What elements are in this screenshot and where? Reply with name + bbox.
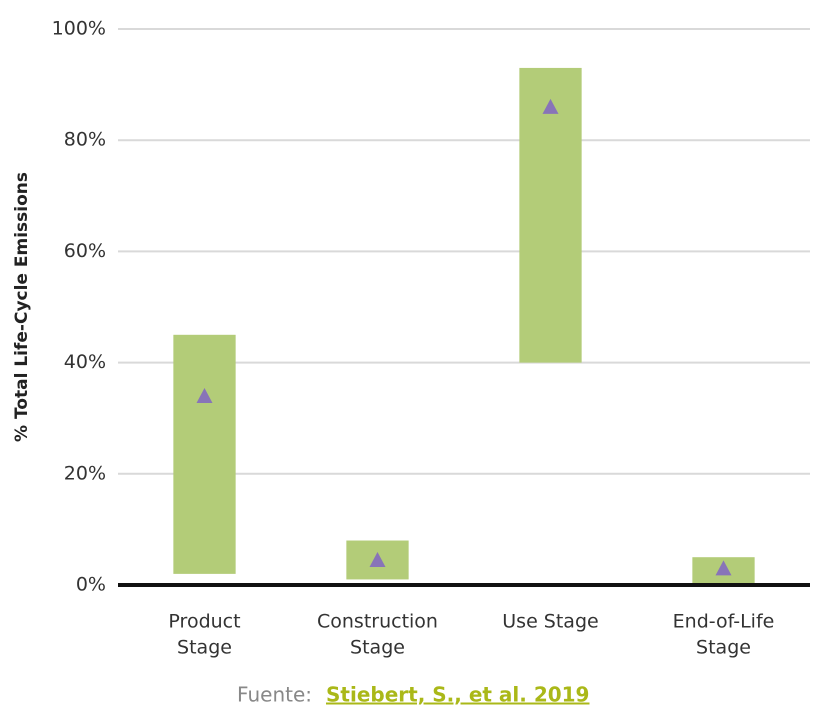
mean-marker [542, 98, 559, 114]
y-tick-label: 80% [64, 129, 106, 151]
source-label: Fuente: [237, 683, 312, 707]
range-bar [173, 334, 236, 574]
x-tick-label: Product [168, 611, 240, 633]
mean-marker [196, 387, 213, 403]
x-tick-label: Stage [177, 637, 232, 659]
x-tick-label: End-of-Life [673, 611, 775, 633]
mean-marker [369, 551, 386, 567]
x-tick-label: Use Stage [502, 611, 598, 633]
y-tick-label: 0% [76, 574, 106, 596]
y-tick-label: 100% [52, 18, 106, 40]
y-axis-title: % Total Life-Cycle Emissions [12, 172, 32, 442]
x-tick-label: Stage [696, 637, 751, 659]
x-tick-label: Construction [317, 611, 438, 633]
y-tick-label: 60% [64, 240, 106, 262]
y-tick-label: 20% [64, 462, 106, 484]
mean-marker [715, 560, 732, 576]
range-bar [519, 67, 582, 363]
y-tick-label: 40% [64, 351, 106, 373]
source-link[interactable]: Stiebert, S., et al. 2019 [326, 683, 589, 707]
x-tick-label: Stage [350, 637, 405, 659]
